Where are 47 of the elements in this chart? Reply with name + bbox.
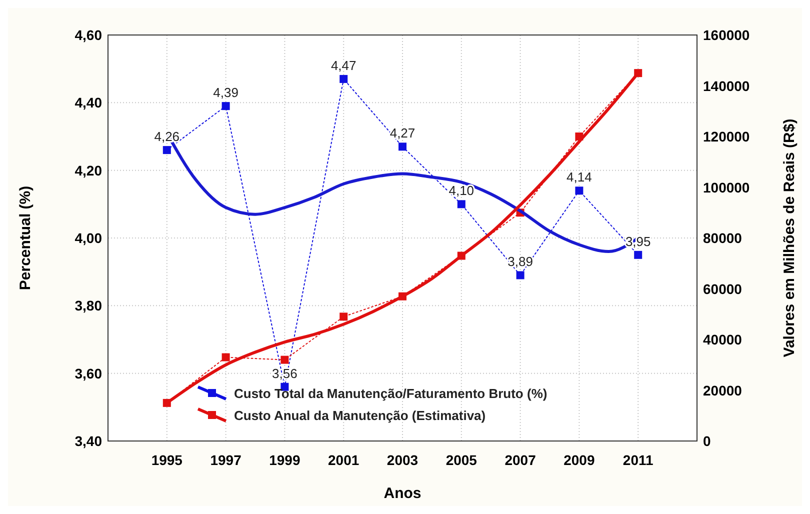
point [634,250,642,259]
x-tick-label: 2001 [328,452,360,468]
x-axis-title: Anos [384,485,422,502]
y2-axis-title: Valores em Milhões de Reais (R$) [781,118,798,358]
y-tick-label: 4,40 [74,94,102,111]
x-tick-label: 1995 [151,452,183,468]
point [516,271,524,280]
x-tick-label: 2003 [386,452,418,468]
y-tick-label: 4,20 [74,162,102,178]
y-tick-label: 4,00 [74,230,102,246]
point [575,186,584,195]
point [162,146,171,154]
data-label: 4,39 [213,85,238,100]
y2-tick-label: 140000 [703,78,750,94]
data-label: 4,10 [448,183,474,198]
y2-tick-label: 100000 [703,179,750,196]
y2-tick-label: 60000 [703,280,742,297]
x-tick-label: 1997 [210,452,242,468]
point [340,74,348,83]
legend-label: Custo Anual da Manutenção (Estimativa) [234,408,486,423]
point [280,356,289,364]
y2-tick-label: 80000 [703,230,742,246]
point [222,102,230,110]
y-tick-label: 3,80 [74,298,102,314]
x-tick-label: 2009 [564,452,595,468]
y2-tick-label: 20000 [703,382,742,398]
y2-tick-label: 160000 [703,27,750,43]
point [222,353,230,362]
legend-label: Custo Total da Manutenção/Faturamento Bruto (%) [234,386,548,401]
y2-tick-label: 120000 [703,128,750,144]
point [340,312,348,321]
data-label: 3,56 [272,366,298,381]
y-tick-label: 4,60 [74,27,102,43]
point [457,200,466,208]
data-label: 4,27 [390,126,416,141]
data-label: 4,47 [330,58,356,73]
x-tick-label: 2007 [504,452,536,468]
y-axis-title: Percentual (%) [17,186,34,290]
point [398,142,406,151]
x-tick-label: 2011 [622,452,654,468]
y-tick-label: 3,60 [74,365,102,382]
x-tick-label: 1999 [269,452,300,468]
data-label: 4,14 [566,170,592,185]
y2-tick-label: 40000 [703,332,742,348]
y2-tick-label: 0 [703,433,711,449]
x-tick-label: 2005 [446,452,478,468]
y-tick-label: 3,40 [74,433,102,449]
